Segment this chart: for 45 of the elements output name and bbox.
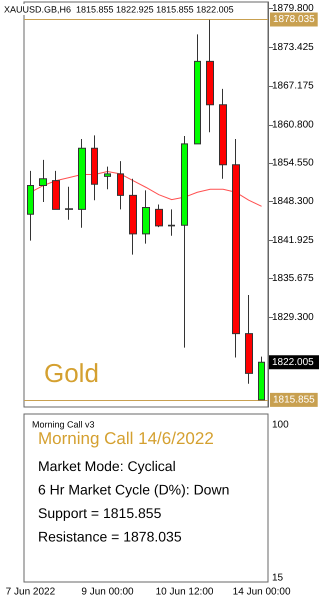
candlestick <box>258 356 265 400</box>
text: Morning Call 14/6/2022 <box>38 429 214 448</box>
candlestick <box>206 19 214 133</box>
candlestick <box>194 34 201 144</box>
text: 6 Hr Market Cycle (D%): Down <box>38 482 230 498</box>
y-tick-label: 1879.800 <box>272 3 314 14</box>
category-label: 14 Jun 00:00 <box>232 586 291 598</box>
candlestick <box>39 159 47 203</box>
candlestick <box>104 166 111 190</box>
text: 100 <box>272 420 290 430</box>
candlestick <box>245 294 253 384</box>
y-tick-label: 1854.550 <box>272 158 314 169</box>
candlestick <box>219 88 227 180</box>
candlestick <box>52 170 60 210</box>
text: 15 <box>272 572 284 584</box>
y-tick-label: 1835.675 <box>272 273 314 284</box>
candlestick <box>155 204 163 228</box>
candlestick <box>91 134 98 201</box>
candlestick <box>65 186 73 220</box>
chart-title: XAUUSD.GB,H6 1815.855 1822.925 1815.855 1822.005 <box>4 4 234 14</box>
y-tick-label: 1873.425 <box>272 42 314 54</box>
ref-line-label: 1815.855 <box>273 394 316 406</box>
ref-line-label: 1878.035 <box>273 14 316 25</box>
y-tick-label: 1860.800 <box>272 119 314 130</box>
y-tick-label: 1848.300 <box>272 196 314 207</box>
text: Resistance = 1878.035 <box>38 528 182 544</box>
category-label: 10 Jun 12:00 <box>156 586 214 598</box>
category-label: 9 Jun 00:00 <box>81 586 134 598</box>
annotation: Gold <box>44 358 99 388</box>
candlestick <box>27 170 34 242</box>
candlestick <box>168 208 175 236</box>
y-tick-label: 1829.300 <box>272 312 314 324</box>
candlestick <box>117 160 124 210</box>
candlestick <box>129 178 137 256</box>
text: Support = 1815.855 <box>38 505 162 521</box>
y-tick-label: 1841.925 <box>272 234 314 246</box>
candlestick <box>232 138 240 358</box>
candlestick <box>142 190 150 244</box>
category-label: 7 Jun 2022 <box>6 586 56 598</box>
candlestick <box>78 138 86 228</box>
text: Morning Call v3 <box>32 420 95 430</box>
text: 1822.005 <box>272 356 314 368</box>
y-tick-label: 1867.175 <box>272 80 314 92</box>
text: Market Mode: Cyclical <box>38 458 176 474</box>
candlestick <box>181 135 188 348</box>
